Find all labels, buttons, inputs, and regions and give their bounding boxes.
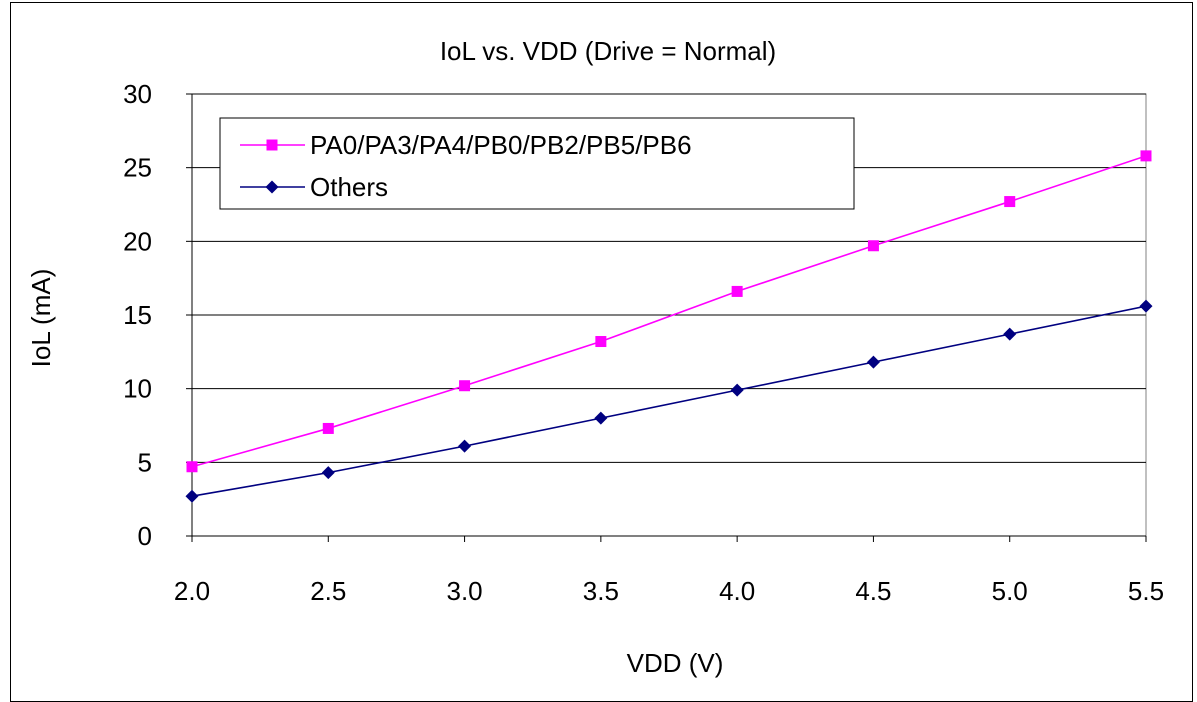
legend-item: PA0/PA3/PA4/PB0/PB2/PB5/PB6 xyxy=(240,130,692,160)
x-tick-label: 4.0 xyxy=(719,576,755,606)
data-point xyxy=(1139,299,1153,313)
y-tick-label: 5 xyxy=(138,447,152,477)
series-1 xyxy=(186,150,1152,473)
data-point xyxy=(186,461,198,473)
y-axis-ticks: 0 5 10 15 20 25 30 xyxy=(123,79,192,551)
y-axis-label: IoL (mA) xyxy=(26,269,56,368)
x-axis-ticks: 2.0 2.5 3.0 3.5 4.0 4.5 5.0 5.5 xyxy=(174,536,1164,606)
data-point xyxy=(185,489,199,503)
x-tick-label: 4.5 xyxy=(855,576,891,606)
y-tick-label: 0 xyxy=(138,521,152,551)
x-tick-label: 3.0 xyxy=(446,576,482,606)
y-tick-label: 25 xyxy=(123,153,152,183)
legend: PA0/PA3/PA4/PB0/PB2/PB5/PB6 Others xyxy=(219,117,855,210)
legend-label: PA0/PA3/PA4/PB0/PB2/PB5/PB6 xyxy=(310,130,692,160)
series-line xyxy=(191,305,1147,498)
data-point xyxy=(1003,327,1017,341)
legend-marker xyxy=(265,180,279,194)
x-tick-label: 2.0 xyxy=(174,576,210,606)
legend-label: Others xyxy=(310,172,388,202)
data-point xyxy=(1004,196,1016,208)
data-point xyxy=(866,355,880,369)
x-tick-label: 2.5 xyxy=(310,576,346,606)
y-tick-label: 10 xyxy=(123,374,152,404)
x-tick-label: 5.0 xyxy=(992,576,1028,606)
data-point xyxy=(867,240,879,252)
y-tick-label: 30 xyxy=(123,79,152,109)
legend-marker xyxy=(266,139,278,151)
x-axis-label: VDD (V) xyxy=(627,648,724,678)
y-tick-label: 15 xyxy=(123,300,152,330)
series-2 xyxy=(185,299,1153,503)
data-point xyxy=(1140,150,1152,162)
series-line xyxy=(191,155,1147,468)
x-tick-label: 5.5 xyxy=(1128,576,1164,606)
data-point xyxy=(730,383,744,397)
data-point xyxy=(458,439,472,453)
y-tick-label: 20 xyxy=(123,226,152,256)
x-tick-label: 3.5 xyxy=(583,576,619,606)
data-point xyxy=(321,466,335,480)
data-point xyxy=(459,380,471,392)
legend-item: Others xyxy=(240,172,388,202)
legend-box xyxy=(219,117,855,210)
series-layer xyxy=(185,150,1153,503)
data-point xyxy=(595,336,607,348)
data-point xyxy=(594,411,608,425)
data-point xyxy=(322,422,334,434)
data-point xyxy=(731,285,743,297)
chart-title: IoL vs. VDD (Drive = Normal) xyxy=(440,36,776,66)
